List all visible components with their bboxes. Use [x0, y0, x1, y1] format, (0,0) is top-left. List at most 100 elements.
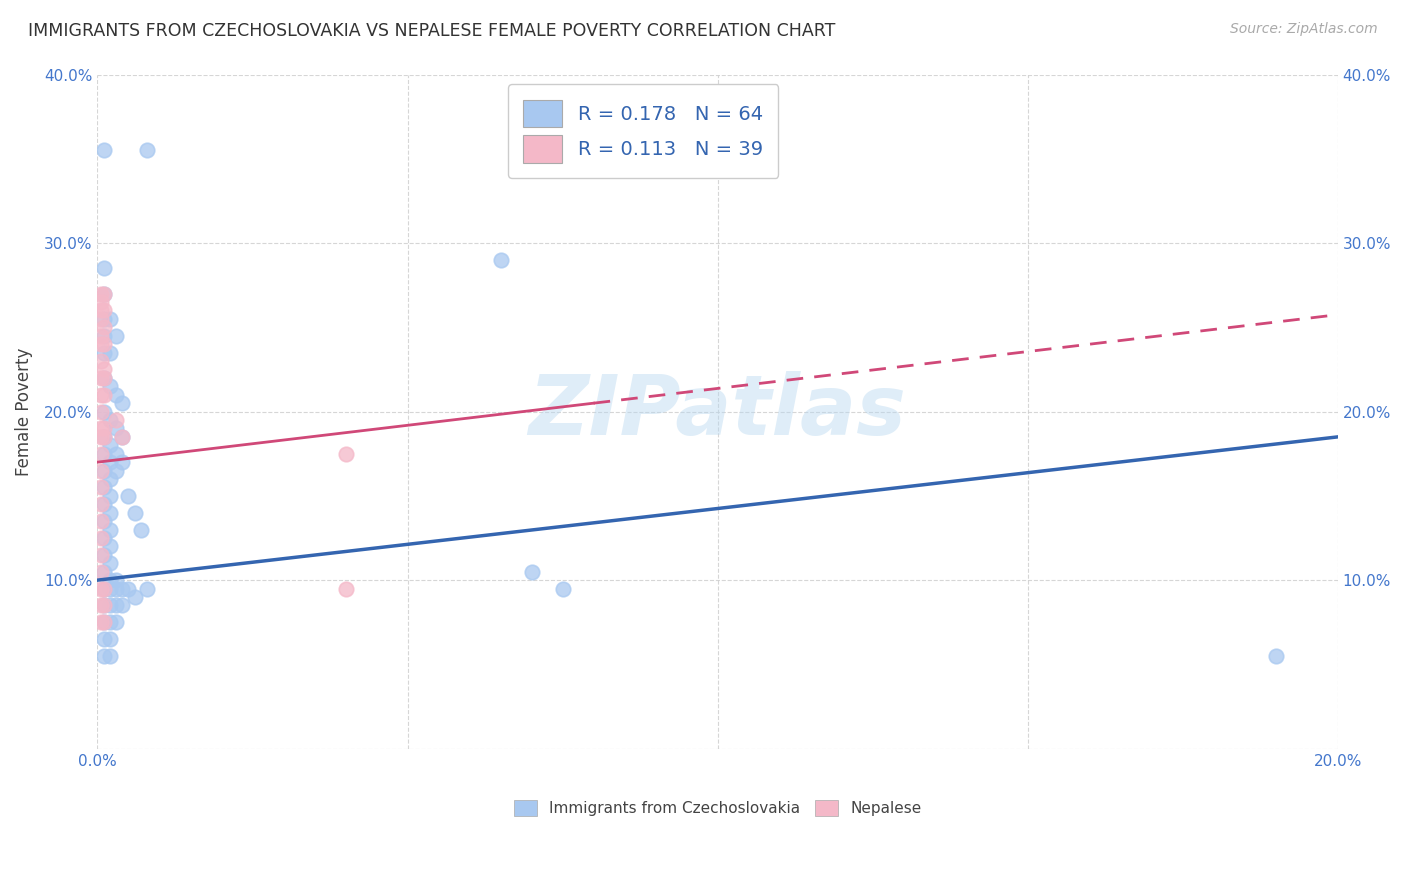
Point [111, 430, 134, 444]
Point [90, 286, 112, 301]
Point [93, 303, 115, 318]
Point [93, 430, 115, 444]
Point [105, 328, 128, 343]
Point [98, 557, 121, 571]
Point [98, 582, 121, 596]
Point [520, 565, 543, 579]
Point [93, 144, 115, 158]
Point [105, 599, 128, 613]
Point [335, 582, 357, 596]
Point [93, 388, 115, 402]
Point [105, 413, 128, 427]
Point [105, 447, 128, 461]
Point [90, 464, 112, 478]
Point [93, 464, 115, 478]
Point [93, 328, 115, 343]
Point [136, 144, 159, 158]
Point [124, 590, 146, 604]
Point [98, 599, 121, 613]
Point [93, 286, 115, 301]
Point [111, 455, 134, 469]
Point [93, 430, 115, 444]
Point [90, 548, 112, 562]
Point [124, 506, 146, 520]
Point [93, 648, 115, 663]
Point [98, 523, 121, 537]
Point [90, 430, 112, 444]
Point [98, 472, 121, 486]
Point [93, 312, 115, 326]
Point [90, 480, 112, 494]
Point [136, 582, 159, 596]
Point [93, 286, 115, 301]
Point [90, 328, 112, 343]
Point [90, 599, 112, 613]
Point [93, 632, 115, 647]
Point [93, 514, 115, 528]
Point [111, 396, 134, 410]
Point [93, 615, 115, 630]
Point [90, 615, 112, 630]
Point [111, 582, 134, 596]
Point [90, 497, 112, 511]
Point [551, 582, 574, 596]
Point [93, 548, 115, 562]
Point [335, 447, 357, 461]
Point [98, 615, 121, 630]
Point [105, 421, 128, 435]
Point [93, 480, 115, 494]
Point [90, 404, 112, 418]
Point [117, 582, 139, 596]
Y-axis label: Female Poverty: Female Poverty [15, 347, 32, 475]
Point [90, 447, 112, 461]
Point [93, 337, 115, 351]
Point [105, 464, 128, 478]
Point [98, 648, 121, 663]
Point [90, 295, 112, 310]
Text: IMMIGRANTS FROM CZECHOSLOVAKIA VS NEPALESE FEMALE POVERTY CORRELATION CHART: IMMIGRANTS FROM CZECHOSLOVAKIA VS NEPALE… [28, 22, 835, 40]
Point [93, 371, 115, 385]
Point [98, 413, 121, 427]
Point [111, 430, 134, 444]
Point [1264, 648, 1286, 663]
Point [90, 371, 112, 385]
Point [98, 540, 121, 554]
Point [93, 615, 115, 630]
Point [90, 388, 112, 402]
Point [93, 497, 115, 511]
Point [93, 371, 115, 385]
Point [93, 599, 115, 613]
Point [117, 489, 139, 503]
Point [129, 523, 152, 537]
Point [90, 303, 112, 318]
Point [93, 345, 115, 359]
Point [90, 312, 112, 326]
Point [98, 379, 121, 393]
Point [90, 421, 112, 435]
Point [93, 320, 115, 334]
Point [90, 354, 112, 368]
Point [98, 632, 121, 647]
Point [93, 261, 115, 276]
Point [90, 337, 112, 351]
Point [489, 252, 512, 267]
Point [105, 388, 128, 402]
Point [98, 312, 121, 326]
Point [98, 345, 121, 359]
Point [105, 573, 128, 587]
Point [98, 455, 121, 469]
Point [98, 573, 121, 587]
Point [105, 615, 128, 630]
Point [93, 421, 115, 435]
Point [98, 438, 121, 452]
Point [90, 582, 112, 596]
Text: Source: ZipAtlas.com: Source: ZipAtlas.com [1230, 22, 1378, 37]
Point [98, 506, 121, 520]
Point [93, 447, 115, 461]
Point [90, 531, 112, 545]
Point [111, 599, 134, 613]
Point [93, 582, 115, 596]
Point [93, 599, 115, 613]
Point [98, 489, 121, 503]
Point [93, 582, 115, 596]
